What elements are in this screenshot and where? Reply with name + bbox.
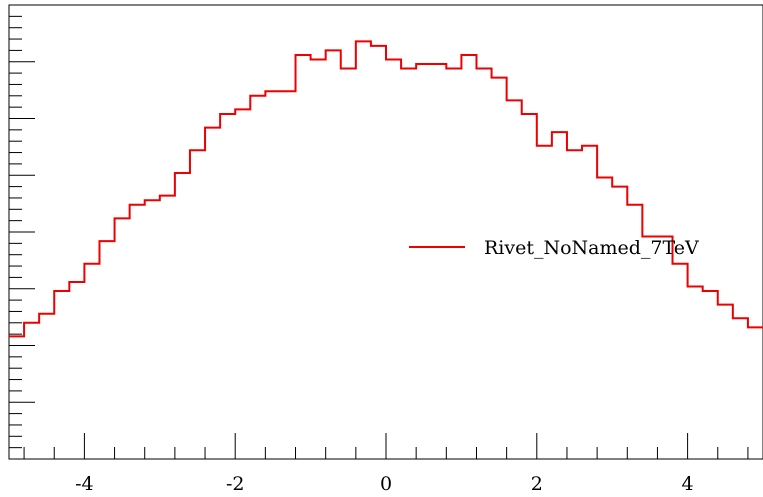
x-tick-label: -2 [226, 473, 245, 495]
series-line [9, 40, 763, 338]
plot-frame [8, 4, 763, 460]
legend-label: Rivet_NoNamed_7TeV [484, 237, 699, 259]
y-axis-ticks [9, 15, 35, 449]
x-axis-ticks [23, 433, 749, 459]
x-tick-label: 0 [380, 473, 392, 495]
legend: Rivet_NoNamed_7TeV [409, 237, 699, 259]
x-tick-label: 4 [682, 473, 694, 495]
x-axis-tick-labels: -4 -2 0 2 4 [75, 473, 694, 495]
x-tick-label: 2 [531, 473, 543, 495]
x-tick-label: -4 [75, 473, 94, 495]
